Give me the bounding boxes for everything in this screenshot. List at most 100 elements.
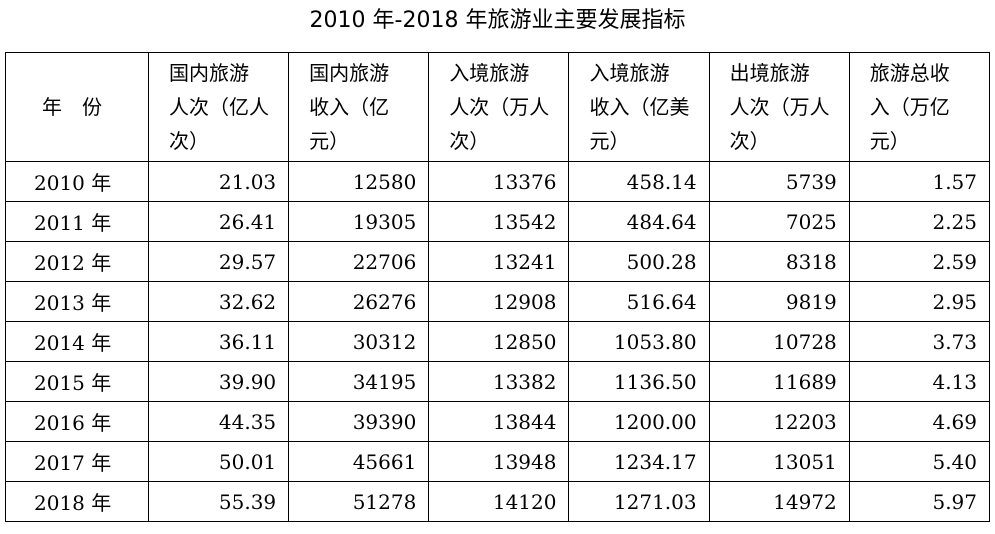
- table-cell: 7025: [708, 201, 850, 242]
- title: 2010 年-2018 年旅游业主要发展指标: [309, 8, 686, 33]
- table-cell: 13844: [428, 401, 570, 442]
- header-line: 元）: [869, 129, 910, 153]
- row-label: 2011 年: [5, 201, 149, 242]
- table-cell: 12580: [288, 161, 430, 202]
- table-cell: 39.90: [147, 361, 290, 402]
- table-cell: 500.28: [568, 241, 710, 282]
- row-label: 2012 年: [5, 241, 149, 282]
- table-cell: 26276: [288, 281, 430, 322]
- header-line: 入（万亿: [869, 95, 950, 119]
- header-line: 次）: [169, 129, 209, 153]
- table-cell: 1234.17: [568, 441, 710, 482]
- table-cell: 10728: [708, 321, 850, 362]
- table-cell: 36.11: [147, 321, 290, 362]
- table-row: 2010 年 21.03 12580 13376 458.14 5739 1.57: [5, 161, 991, 202]
- table-cell: 21.03: [147, 161, 290, 202]
- table: 年 份国内旅游 人次（亿人 次） 国内旅游 收入（亿 元） 入境旅游 人次（万人 次） 入境旅游收…: [5, 52, 991, 522]
- header-cell: 国内旅游收入（亿元）: [288, 52, 430, 162]
- table-cell: 30312: [288, 321, 430, 362]
- table-cell: 13376: [428, 161, 570, 202]
- row-label: 2014 年: [5, 321, 149, 362]
- header-line: 年 份: [42, 95, 102, 119]
- table-cell: 32.62: [147, 281, 290, 322]
- header-line: 次）: [729, 129, 770, 153]
- table-cell: 5.97: [848, 481, 991, 522]
- table-cell: 29.57: [147, 241, 290, 282]
- table-cell: 12203: [708, 401, 850, 442]
- table-cell: 12908: [428, 281, 570, 322]
- row-label: 2013 年: [5, 281, 149, 322]
- table-cell: 13382: [428, 361, 570, 402]
- table-cell: 14972: [708, 481, 850, 522]
- table-cell: 484.64: [568, 201, 710, 242]
- row-label: 2018 年: [5, 481, 149, 522]
- table-cell: 55.39: [147, 481, 290, 522]
- table-cell: 1271.03: [568, 481, 710, 522]
- row-label: 2016 年: [5, 401, 149, 442]
- row-label: 2017 年: [5, 441, 149, 482]
- header-cell: 入境旅游人次（万人次）: [428, 52, 570, 162]
- table-cell: 2.25: [848, 201, 991, 242]
- header-line: 旅游总收: [869, 61, 950, 85]
- table-cell: 13241: [428, 241, 570, 282]
- row-label: 2010 年: [5, 161, 149, 202]
- table-cell: 34195: [288, 361, 430, 402]
- table-row: 2015 年 39.90 34195 13382 1136.50 11689 4.13: [5, 361, 991, 402]
- table-cell: 50.01: [147, 441, 290, 482]
- table-cell: 12850: [428, 321, 570, 362]
- table-row: 2014 年 36.11 30312 12850 1053.80 10728 3.73: [5, 321, 991, 362]
- table-cell: 13051: [708, 441, 850, 482]
- table-cell: 9819: [708, 281, 850, 322]
- header-line: 出境旅游: [729, 61, 810, 85]
- header-line: 国内旅游: [169, 61, 249, 85]
- table-cell: 5.40: [848, 441, 991, 482]
- header-line: 元）: [309, 129, 350, 153]
- table-cell: 516.64: [568, 281, 710, 322]
- table-row: 2013 年 32.62 26276 12908 516.64 9819 2.95: [5, 281, 991, 322]
- table-row: 2017 年 50.01 45661 13948 1234.17 13051 5.40: [5, 441, 991, 482]
- table-cell: 1136.50: [568, 361, 710, 402]
- header-cell: 出境旅游人次（万人次）: [708, 52, 850, 162]
- table-row: 2016 年 44.35 39390 13844 1200.00 12203 4.69: [5, 401, 991, 442]
- table-cell: 14120: [428, 481, 570, 522]
- header-cell: 国内旅游人次（亿人次）: [147, 52, 290, 162]
- header-line: 国内旅游: [309, 61, 390, 85]
- table-cell: 11689: [708, 361, 850, 402]
- header-row: 年 份国内旅游 人次（亿人 次） 国内旅游 收入（亿 元） 入境旅游 人次（万人 次） 入境旅游收…: [5, 52, 991, 162]
- table-cell: 4.69: [848, 401, 991, 442]
- table-row: 2011 年 26.41 19305 13542 484.64 7025 2.25: [5, 201, 991, 242]
- table-cell: 1053.80: [568, 321, 710, 362]
- header-line: 人次（万人: [449, 95, 550, 119]
- header-cell: 入境旅游收入（亿美元）: [568, 52, 710, 162]
- header-line: 人次（亿人: [169, 95, 269, 119]
- table-cell: 44.35: [147, 401, 290, 442]
- table-cell: 2.95: [848, 281, 991, 322]
- header-line: 入境旅游: [589, 61, 670, 85]
- table-cell: 45661: [288, 441, 430, 482]
- header-line: 次）: [449, 129, 490, 153]
- table-cell: 1200.00: [568, 401, 710, 442]
- table-cell: 13948: [428, 441, 570, 482]
- header-cell: 年 份: [5, 52, 149, 162]
- table-cell: 39390: [288, 401, 430, 442]
- table-row: 2018 年 55.39 51278 14120 1271.03 14972 5.97: [5, 481, 991, 522]
- header-line: 收入（亿: [309, 95, 390, 119]
- row-label: 2015 年: [5, 361, 149, 402]
- table-cell: 5739: [708, 161, 850, 202]
- table-cell: 19305: [288, 201, 430, 242]
- table-cell: 458.14: [568, 161, 710, 202]
- header-line: 收入（亿美: [589, 95, 690, 119]
- table-cell: 13542: [428, 201, 570, 242]
- header-line: 元）: [589, 129, 630, 153]
- table-row: 2012 年 29.57 22706 13241 500.28 8318 2.59: [5, 241, 991, 282]
- table-cell: 3.73: [848, 321, 991, 362]
- table-cell: 26.41: [147, 201, 290, 242]
- table-cell: 22706: [288, 241, 430, 282]
- table-cell: 4.13: [848, 361, 991, 402]
- header-line: 人次（万人: [729, 95, 830, 119]
- header-line: 入境旅游: [449, 61, 530, 85]
- table-cell: 51278: [288, 481, 430, 522]
- table-cell: 2.59: [848, 241, 991, 282]
- header-cell: 旅游总收入（万亿元）: [848, 52, 991, 162]
